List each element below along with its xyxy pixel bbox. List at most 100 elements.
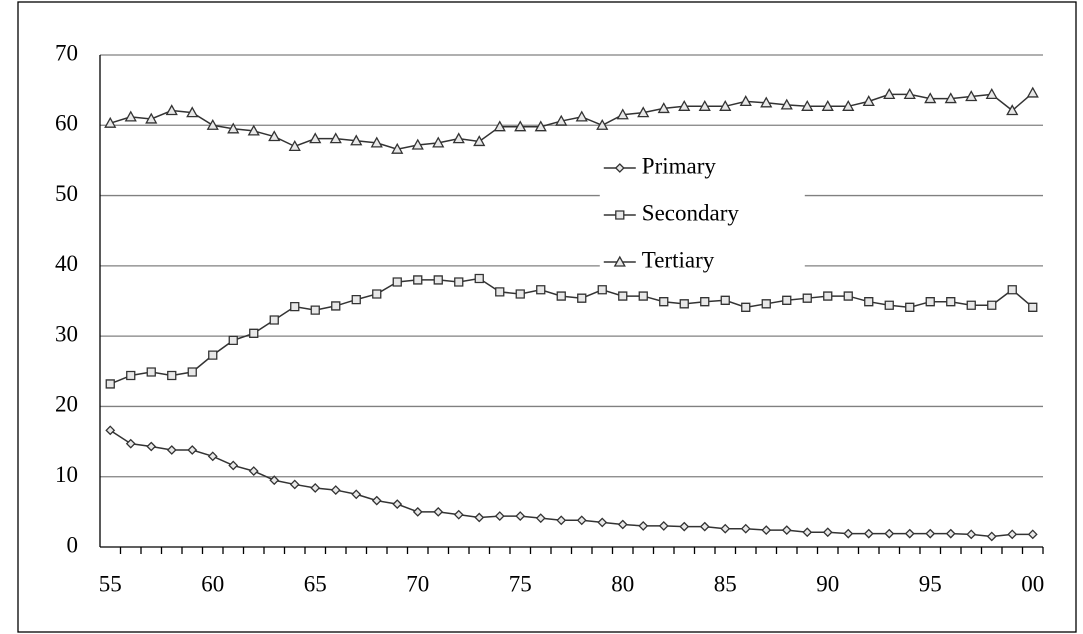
x-tick-label: 55: [99, 571, 122, 596]
marker: [597, 285, 607, 295]
marker: [698, 99, 711, 111]
marker: [166, 445, 177, 455]
x-tick-label: 00: [1021, 571, 1044, 596]
x-tick-label: 65: [304, 571, 327, 596]
marker: [597, 517, 608, 528]
marker: [392, 277, 402, 287]
y-tick-label: 10: [55, 462, 78, 487]
marker: [309, 132, 322, 144]
marker: [966, 529, 977, 540]
marker: [411, 138, 424, 150]
legend-marker: [613, 255, 626, 267]
legend-marker: [615, 210, 625, 220]
marker: [659, 297, 669, 307]
marker: [965, 90, 978, 102]
marker: [228, 460, 239, 471]
legend-label: Tertiary: [642, 247, 715, 272]
marker: [370, 136, 383, 148]
marker: [720, 295, 730, 305]
marker: [1006, 104, 1019, 116]
marker: [146, 367, 156, 377]
marker: [227, 122, 240, 134]
y-tick-label: 30: [55, 321, 78, 346]
marker: [207, 451, 218, 462]
marker: [248, 466, 259, 477]
marker: [946, 297, 956, 307]
marker: [637, 106, 650, 118]
marker: [145, 112, 158, 124]
y-tick-label: 20: [55, 392, 78, 417]
marker: [679, 521, 690, 532]
marker: [187, 367, 197, 377]
marker: [1028, 302, 1038, 312]
y-tick-label: 70: [55, 40, 78, 65]
marker: [821, 99, 834, 111]
marker: [515, 511, 526, 521]
marker: [884, 300, 894, 310]
marker: [534, 120, 547, 132]
marker: [331, 301, 341, 311]
x-tick-label: 70: [406, 571, 429, 596]
marker: [330, 485, 341, 495]
marker: [474, 273, 484, 284]
marker: [616, 108, 629, 120]
marker: [104, 116, 117, 128]
marker: [535, 513, 546, 524]
marker: [146, 441, 157, 452]
marker: [987, 300, 997, 310]
marker: [863, 528, 874, 539]
marker: [555, 114, 568, 126]
marker: [884, 528, 895, 539]
marker: [329, 132, 342, 144]
marker: [556, 291, 566, 301]
marker: [577, 293, 587, 303]
marker: [208, 350, 218, 360]
marker: [822, 527, 833, 538]
marker: [269, 315, 279, 325]
marker: [514, 120, 527, 132]
marker: [925, 297, 935, 307]
marker: [105, 379, 115, 389]
marker: [126, 370, 136, 381]
marker: [474, 512, 485, 523]
x-tick-label: 85: [714, 571, 737, 596]
marker: [575, 110, 588, 122]
marker: [679, 299, 689, 309]
marker: [228, 335, 238, 346]
series-line: [110, 92, 1034, 150]
marker: [924, 92, 937, 104]
x-tick-label: 90: [816, 571, 839, 596]
marker: [781, 525, 792, 536]
marker: [556, 515, 567, 526]
legend-box: [599, 150, 805, 275]
legend-marker: [614, 163, 625, 173]
marker: [125, 438, 136, 449]
marker: [247, 124, 260, 136]
marker: [883, 88, 896, 100]
marker: [310, 305, 320, 315]
chart-border: [17, 1, 1077, 633]
marker: [124, 110, 137, 122]
marker: [720, 523, 731, 534]
marker: [268, 130, 281, 142]
marker: [740, 523, 751, 534]
marker: [905, 302, 915, 312]
y-tick-label: 50: [55, 181, 78, 206]
marker: [351, 489, 362, 500]
marker: [903, 88, 916, 100]
marker: [515, 289, 525, 299]
marker: [1027, 529, 1038, 540]
marker: [638, 520, 649, 531]
marker: [843, 291, 853, 301]
marker: [842, 99, 855, 111]
marker: [350, 134, 363, 146]
y-tick-label: 0: [67, 532, 79, 557]
x-tick-label: 75: [509, 571, 532, 596]
marker: [944, 92, 957, 104]
legend-label: Primary: [642, 153, 717, 178]
marker: [249, 328, 259, 338]
marker: [925, 528, 936, 539]
marker: [473, 135, 486, 147]
marker: [761, 525, 772, 536]
